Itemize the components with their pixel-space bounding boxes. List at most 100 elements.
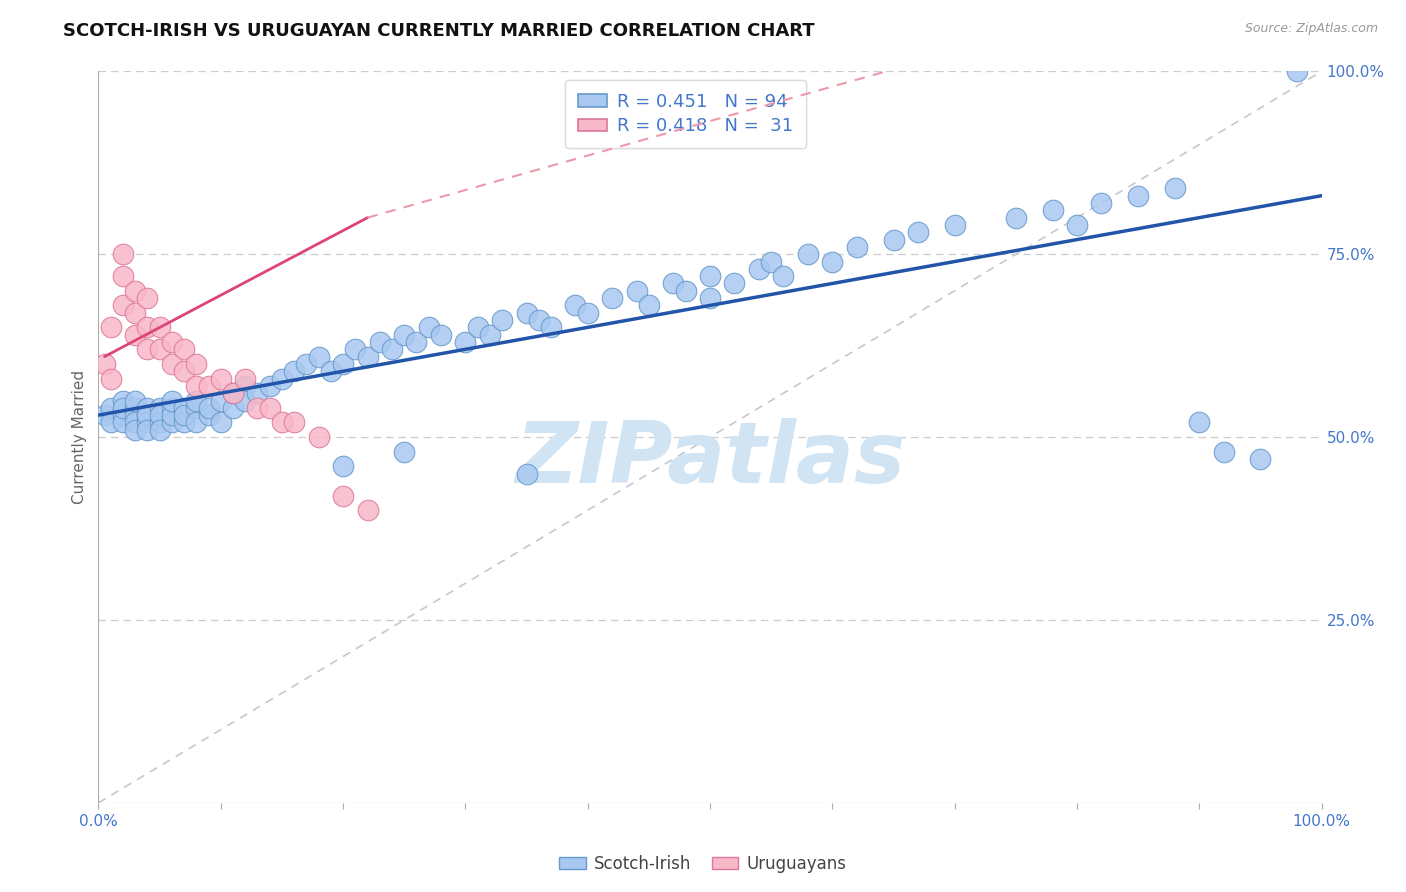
Point xyxy=(270,371,294,385)
Point xyxy=(356,503,378,517)
Point xyxy=(160,416,183,430)
Point xyxy=(222,386,245,401)
Point xyxy=(149,343,172,357)
Point xyxy=(295,357,318,371)
Point xyxy=(344,343,367,357)
Point xyxy=(197,379,219,393)
Point xyxy=(332,357,354,371)
Point xyxy=(527,313,550,327)
Point xyxy=(515,467,537,481)
Point xyxy=(540,320,562,334)
Point xyxy=(100,320,122,334)
Point xyxy=(93,357,115,371)
Point xyxy=(1286,64,1309,78)
Point xyxy=(173,364,195,378)
Point xyxy=(233,393,256,408)
Point xyxy=(821,254,844,268)
Point xyxy=(100,371,122,385)
Point xyxy=(124,327,146,342)
Point xyxy=(149,408,172,422)
Point xyxy=(467,320,489,334)
Point xyxy=(270,416,294,430)
Point xyxy=(308,430,330,444)
Point xyxy=(576,306,599,320)
Point xyxy=(209,416,232,430)
Point xyxy=(136,291,159,305)
Y-axis label: Currently Married: Currently Married xyxy=(72,370,87,504)
Point xyxy=(845,240,868,254)
Point xyxy=(368,334,391,349)
Point xyxy=(100,416,122,430)
Point xyxy=(637,298,661,312)
Point xyxy=(1066,218,1088,232)
Point xyxy=(124,401,146,415)
Point xyxy=(197,401,219,415)
Text: ZIPatlas: ZIPatlas xyxy=(515,417,905,500)
Point xyxy=(111,247,134,261)
Point xyxy=(943,218,966,232)
Point xyxy=(160,393,183,408)
Point xyxy=(136,416,159,430)
Point xyxy=(197,408,219,422)
Point xyxy=(124,393,146,408)
Point xyxy=(883,233,905,247)
Point xyxy=(209,393,232,408)
Point xyxy=(454,334,477,349)
Point xyxy=(1212,444,1234,458)
Point xyxy=(173,408,195,422)
Point xyxy=(124,423,146,437)
Point xyxy=(136,408,159,422)
Point xyxy=(246,401,269,415)
Point xyxy=(136,320,159,334)
Point xyxy=(418,320,440,334)
Point xyxy=(233,379,256,393)
Point xyxy=(124,408,146,422)
Point xyxy=(1249,452,1271,467)
Point xyxy=(160,408,183,422)
Point xyxy=(111,401,134,415)
Point xyxy=(1128,188,1150,202)
Point xyxy=(392,327,416,342)
Point xyxy=(1090,196,1112,211)
Point xyxy=(600,291,623,305)
Point xyxy=(259,379,281,393)
Point xyxy=(124,284,146,298)
Point xyxy=(111,393,134,408)
Point xyxy=(186,416,208,430)
Point xyxy=(160,334,183,349)
Point xyxy=(907,225,929,239)
Point xyxy=(222,386,245,401)
Point xyxy=(149,401,172,415)
Point xyxy=(149,320,172,334)
Point xyxy=(761,254,783,268)
Point xyxy=(111,416,134,430)
Point xyxy=(186,393,208,408)
Point xyxy=(160,357,183,371)
Point xyxy=(797,247,820,261)
Point xyxy=(149,416,172,430)
Point xyxy=(699,291,721,305)
Point xyxy=(1164,181,1187,195)
Point xyxy=(100,401,122,415)
Point xyxy=(626,284,648,298)
Point xyxy=(283,416,305,430)
Point xyxy=(478,327,501,342)
Point xyxy=(283,364,305,378)
Point xyxy=(332,489,354,503)
Point xyxy=(160,401,183,415)
Point xyxy=(1188,416,1211,430)
Point xyxy=(1042,203,1064,218)
Point xyxy=(308,350,330,364)
Point xyxy=(259,401,281,415)
Text: SCOTCH-IRISH VS URUGUAYAN CURRENTLY MARRIED CORRELATION CHART: SCOTCH-IRISH VS URUGUAYAN CURRENTLY MARR… xyxy=(63,22,815,40)
Point xyxy=(136,401,159,415)
Point xyxy=(356,350,378,364)
Point xyxy=(173,416,195,430)
Point xyxy=(319,364,342,378)
Point xyxy=(186,379,208,393)
Point xyxy=(381,343,404,357)
Point xyxy=(149,423,172,437)
Point xyxy=(186,357,208,371)
Legend: Scotch-Irish, Uruguayans: Scotch-Irish, Uruguayans xyxy=(553,848,853,880)
Point xyxy=(392,444,416,458)
